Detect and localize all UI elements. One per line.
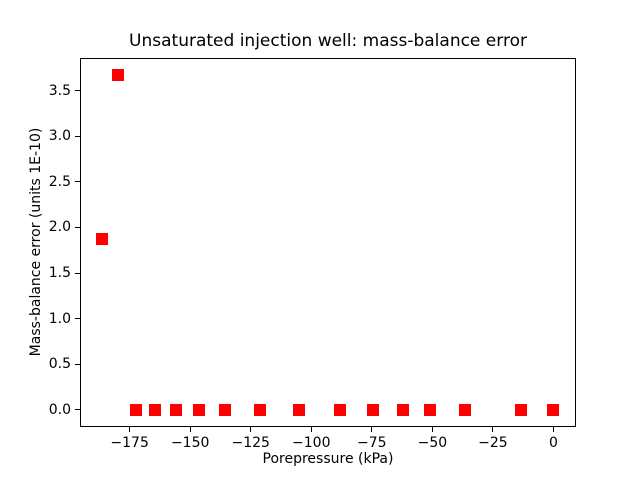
y-tick-mark xyxy=(75,226,80,228)
y-tick-label: 0.5 xyxy=(48,356,71,373)
y-tick-mark xyxy=(75,272,80,274)
data-point-marker xyxy=(397,403,410,416)
y-tick-label: 1.5 xyxy=(48,265,71,282)
y-tick-mark xyxy=(75,409,80,411)
x-tick-mark xyxy=(431,427,433,432)
y-tick-label: 3.0 xyxy=(48,128,71,145)
x-tick-label: −50 xyxy=(417,435,448,451)
data-point-marker xyxy=(367,403,380,416)
x-tick-label: −125 xyxy=(231,435,270,451)
data-point-marker xyxy=(112,69,125,82)
y-tick-mark xyxy=(75,363,80,365)
data-point-marker xyxy=(129,403,142,416)
y-tick-mark xyxy=(75,135,80,137)
x-tick-label: 0 xyxy=(549,435,558,451)
data-point-marker xyxy=(192,403,205,416)
x-tick-mark xyxy=(492,427,494,432)
x-tick-label: −75 xyxy=(357,435,387,451)
x-tick-mark xyxy=(129,427,131,432)
data-point-marker xyxy=(547,403,560,416)
x-tick-label: −100 xyxy=(292,435,331,451)
y-tick-label: 3.5 xyxy=(48,82,71,99)
data-point-marker xyxy=(149,403,162,416)
data-point-marker xyxy=(514,403,527,416)
x-axis-label: Porepressure (kPa) xyxy=(262,451,394,467)
data-point-marker xyxy=(96,233,109,246)
y-tick-label: 0.0 xyxy=(48,401,71,418)
y-tick-label: 1.0 xyxy=(48,310,71,327)
data-point-marker xyxy=(293,403,306,416)
data-point-marker xyxy=(254,403,267,416)
x-tick-label: −25 xyxy=(478,435,508,451)
data-point-marker xyxy=(423,403,436,416)
plot-area xyxy=(80,58,576,427)
x-tick-mark xyxy=(189,427,191,432)
x-tick-label: −150 xyxy=(170,435,210,451)
x-tick-label: −175 xyxy=(110,435,149,451)
data-point-marker xyxy=(219,403,232,416)
data-point-marker xyxy=(169,403,182,416)
x-tick-mark xyxy=(552,427,554,432)
y-tick-mark xyxy=(75,181,80,183)
x-tick-mark xyxy=(371,427,373,432)
data-point-marker xyxy=(334,403,347,416)
x-tick-mark xyxy=(310,427,312,432)
y-tick-mark xyxy=(75,318,80,320)
y-tick-label: 2.0 xyxy=(48,219,71,236)
x-tick-mark xyxy=(250,427,252,432)
y-tick-mark xyxy=(75,90,80,92)
y-tick-label: 2.5 xyxy=(48,173,71,190)
chart-title: Unsaturated injection well: mass-balance… xyxy=(129,31,527,51)
data-point-marker xyxy=(459,403,472,416)
